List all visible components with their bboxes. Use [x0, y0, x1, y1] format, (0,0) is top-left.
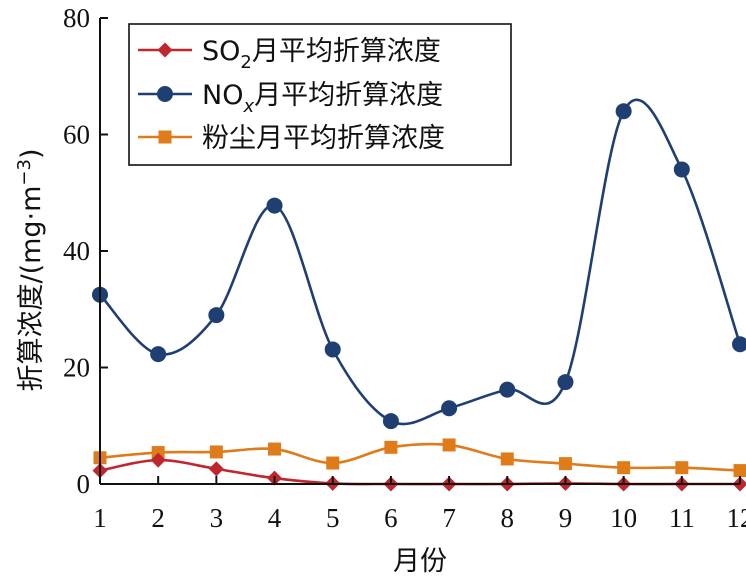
plot-area — [92, 98, 746, 492]
legend-label-subscript: 2 — [240, 52, 251, 73]
y-axis-title-main: 折算浓度/(mg·m — [16, 186, 47, 392]
data-point-nox — [208, 307, 225, 324]
x-tick-label: 12 — [727, 503, 746, 533]
data-point-nox — [324, 341, 341, 358]
data-point-nox — [673, 161, 690, 178]
data-point-nox — [557, 374, 574, 391]
y-tick-label: 40 — [63, 236, 90, 266]
x-axis-title: 月份 — [393, 546, 447, 577]
legend-label-rest: 月平均折算浓度 — [252, 36, 441, 67]
x-tick-label: 8 — [501, 503, 515, 533]
legend-entry-dust: 粉尘月平均折算浓度 — [138, 123, 445, 154]
x-tick-label: 6 — [384, 503, 398, 533]
x-tick-label: 1 — [93, 503, 107, 533]
legend-entry-so2: SO2月平均折算浓度 — [138, 36, 441, 73]
x-tick-label: 2 — [151, 503, 165, 533]
legend-label-rest: 月平均折算浓度 — [254, 80, 443, 111]
data-point-dust — [442, 438, 456, 452]
y-tick-label: 20 — [63, 353, 90, 383]
data-point-nox — [499, 381, 516, 398]
data-point-dust — [384, 440, 398, 454]
data-point-so2 — [150, 452, 166, 468]
series-line-dust — [99, 442, 741, 472]
data-point-nox — [615, 103, 632, 120]
legend-marker — [158, 130, 172, 144]
legend-marker — [157, 86, 173, 102]
y-axis-title-exponent: −3 — [14, 159, 35, 186]
data-point-dust — [151, 446, 165, 460]
x-tick-label: 7 — [442, 503, 456, 533]
data-point-dust — [209, 445, 223, 459]
data-point-dust — [558, 457, 572, 471]
x-tick-label: 4 — [268, 503, 282, 533]
data-point-so2 — [208, 461, 224, 477]
x-tick-label: 3 — [210, 503, 224, 533]
data-point-dust — [268, 442, 282, 456]
x-tick-label: 9 — [559, 503, 573, 533]
series-line-so2 — [99, 458, 740, 486]
legend-label-main: NO — [202, 80, 243, 111]
data-point-nox — [441, 400, 458, 417]
x-tick-label: 10 — [610, 503, 637, 533]
legend-label-main: SO — [202, 36, 240, 67]
series-dust — [93, 438, 746, 478]
legend-entry-nox: NOx月平均折算浓度 — [138, 80, 443, 117]
data-point-dust — [675, 461, 689, 475]
data-point-dust — [617, 461, 631, 475]
y-tick-label: 80 — [63, 3, 90, 33]
x-tick-label: 5 — [326, 503, 340, 533]
legend-marker — [157, 42, 173, 58]
y-axis-title: 折算浓度/(mg·m−3) — [14, 148, 47, 391]
data-point-dust — [326, 456, 340, 470]
y-axis-title-close: ) — [16, 148, 47, 159]
tick-labels: 020406080123456789101112 — [63, 3, 746, 533]
legend-label-subscript: x — [242, 96, 254, 117]
data-point-dust — [500, 452, 514, 466]
legend-label: 粉尘月平均折算浓度 — [202, 123, 445, 154]
legend-label: SO2月平均折算浓度 — [202, 36, 441, 73]
series-nox — [92, 98, 746, 430]
series-so2 — [92, 452, 746, 492]
y-tick-label: 0 — [77, 469, 91, 499]
y-tick-label: 60 — [63, 120, 90, 150]
legend-label: NOx月平均折算浓度 — [202, 80, 443, 117]
axes — [99, 17, 741, 485]
x-tick-label: 11 — [669, 503, 695, 533]
data-point-nox — [150, 346, 167, 363]
data-point-nox — [266, 197, 283, 214]
legend-box — [128, 23, 512, 166]
data-point-nox — [382, 413, 399, 430]
data-point-nox — [732, 336, 746, 353]
data-point-dust — [733, 464, 746, 478]
